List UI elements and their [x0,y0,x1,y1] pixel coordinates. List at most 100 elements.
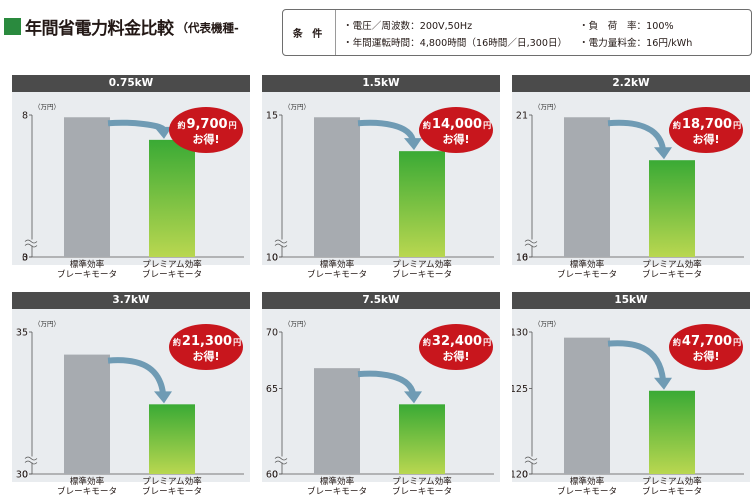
y-unit-label: （万円） [284,103,310,111]
y-tick-label: 120 [512,470,528,481]
y-unit-label: （万円） [534,103,560,111]
y-tick-label: 35 [16,328,28,339]
bar-standard [564,117,610,257]
svg-text:約32,400円: 約32,400円 [423,334,491,349]
y-tick-label: 3 [22,253,28,264]
saving-arrow-icon [357,119,422,151]
bar-standard [64,117,110,257]
y-tick-label: 16 [516,253,528,264]
condition-load: ・負 荷 率：100% [579,21,674,32]
savings-label: お得! [192,349,219,363]
category-label-premium: プレミアム効率 ブレーキモータ [641,260,703,280]
y-tick-label: 21 [516,111,528,122]
axis-break-icon [524,456,538,465]
axis-break-icon [24,456,38,465]
category-label-standard: 標準効率 ブレーキモータ [56,260,118,280]
savings-label: お得! [192,132,219,146]
savings-label: お得! [442,349,469,363]
conditions-box: 条 件 ・電圧／周波数：200V,50Hz ・年間運転時間：4,800時間（16… [282,9,752,56]
saving-arrow-icon [357,370,422,404]
savings-amount: 32,400 [432,334,482,349]
chart-title: 2.2kW [512,75,750,92]
category-label-premium: プレミアム効率 ブレーキモータ [391,477,453,497]
chart-title: 1.5kW [262,75,500,92]
savings-label: お得! [442,132,469,146]
y-tick-label: 0 [22,470,28,481]
savings-amount: 9,700 [186,117,227,132]
bar-premium [149,139,195,257]
y-unit-label: （万円） [34,320,60,328]
bar-premium [399,404,445,474]
y-unit-label: （万円） [284,320,310,328]
y-tick-label: 60 [266,470,278,481]
saving-arrow-icon [607,340,672,390]
svg-text:約47,700円: 約47,700円 [673,334,741,349]
chart-title: 0.75kW [12,75,250,92]
y-tick-label: 125 [512,384,528,395]
y-tick-label: 130 [512,328,528,339]
axis-break-icon [524,239,538,248]
chart-title: 7.5kW [262,292,500,309]
category-label-premium: プレミアム効率 ブレーキモータ [141,477,203,497]
y-tick-label: 10 [266,253,278,264]
y-tick-label: 65 [266,384,278,395]
y-tick-label: 0 [522,253,528,264]
savings-amount: 18,700 [682,117,732,132]
axis-break-icon [24,239,38,248]
bar-premium [649,160,695,257]
svg-text:約18,700円: 約18,700円 [673,117,741,132]
y-tick-label: 0 [522,470,528,481]
savings-label: お得! [692,349,719,363]
svg-text:約14,000円: 約14,000円 [423,117,491,132]
chart-panel: 0.75kW （万円） 8 3 0 約9,700円 お得! 標準効率 ブレーキモータ プレミアム… [12,75,250,280]
chart-panel: 1.5kW （万円） 15 10 0 約14,000円 お得! 標準効率 ブレーキモータ プレミ… [262,75,500,280]
category-label-premium: プレミアム効率 ブレーキモータ [141,260,203,280]
svg-text:約9,700円: 約9,700円 [177,117,236,132]
y-unit-label: （万円） [34,103,60,111]
saving-arrow-icon [107,119,172,139]
y-tick-label: 30 [16,470,28,481]
axis-break-icon [274,239,288,248]
category-label-premium: プレミアム効率 ブレーキモータ [391,260,453,280]
y-tick-label: 8 [22,111,28,122]
bar-standard [64,354,110,474]
y-tick-label: 70 [266,328,278,339]
chart-panel: 15kW （万円） 130 125 120 0 約47,700円 お得! 標準効率 ブレーキモー… [512,292,750,497]
bar-premium [649,390,695,474]
condition-rate: ・電力量料金：16円/kWh [579,38,693,49]
category-label-standard: 標準効率 ブレーキモータ [556,260,618,280]
savings-amount: 21,300 [182,334,232,349]
savings-amount: 47,700 [682,334,732,349]
condition-voltage: ・電圧／周波数：200V,50Hz [343,21,473,32]
condition-hours: ・年間運転時間：4,800時間（16時間／日,300日） [343,38,568,49]
chart-panel: 2.2kW （万円） 21 16 0 約18,700円 お得! 標準効率 ブレーキモータ プレミ… [512,75,750,280]
title-square-icon [4,17,21,35]
axis-break-icon [274,456,288,465]
bar-standard [564,337,610,474]
category-label-standard: 標準効率 ブレーキモータ [556,477,618,497]
bar-standard [314,368,360,474]
y-tick-label: 0 [272,253,278,264]
category-label-premium: プレミアム効率 ブレーキモータ [641,477,703,497]
bar-premium [399,151,445,257]
saving-arrow-icon [107,357,172,404]
saving-arrow-icon [607,119,672,160]
chart-panel: 3.7kW （万円） 35 30 0 約21,300円 お得! 標準効率 ブレーキモータ プレミ… [12,292,250,497]
title-text: 年間省電力料金比較 [25,18,174,39]
title-subtext: （代表機種- [176,21,239,35]
chart-panel: 7.5kW （万円） 70 65 60 0 約32,400円 お得! 標準効率 ブレーキモータ プ… [262,292,500,497]
y-tick-label: 15 [266,111,278,122]
bar-premium [149,404,195,474]
